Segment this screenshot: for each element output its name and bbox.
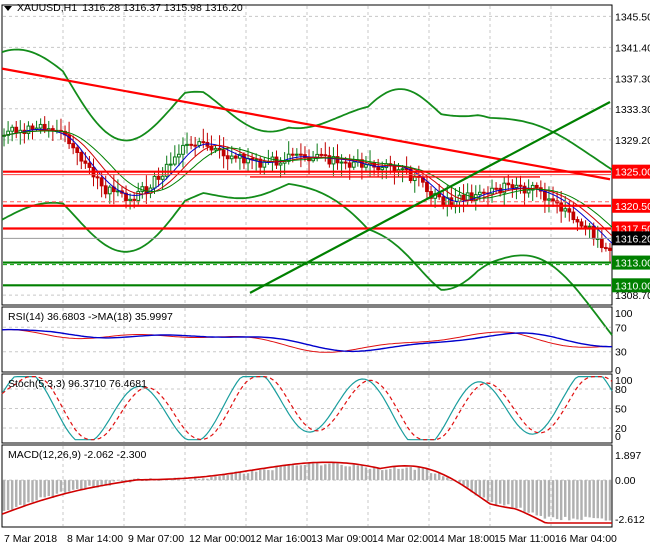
ascending-trendline <box>249 100 611 294</box>
price-tag-support <box>612 278 650 293</box>
stoch-k-line <box>1 376 613 441</box>
symbol-label: XAUUSD,H1 <box>17 1 78 14</box>
macd-axis-tick: -2.612 <box>615 514 645 526</box>
rsi-axis-tick: 70 <box>615 322 627 334</box>
symbol-header: XAUUSD,H1 1316.28 1316.37 1315.98 1316.2… <box>0 0 616 15</box>
ma-mid-line <box>1 129 613 237</box>
chevron-down-icon[interactable] <box>4 5 12 11</box>
price-tag-label: 1320.50 <box>615 201 650 213</box>
rsi-axis-tick: 30 <box>615 347 627 359</box>
descending-trendline <box>1 67 611 181</box>
price-axis-tick: 1337.30 <box>615 73 650 85</box>
price-tag-label: 1316.20 <box>615 233 650 245</box>
ma-slow-line <box>1 130 613 228</box>
time-axis-label: 14 Mar 02:00 <box>372 533 434 545</box>
stoch-label: Stoch(5,3,3) 96.3710 76.4681 <box>8 378 147 390</box>
price-axis-tick: 1329.20 <box>615 135 650 147</box>
price-axis-tick: 1333.30 <box>615 104 650 116</box>
time-axis-label: 7 Mar 2018 <box>4 533 57 545</box>
time-axis-label: 12 Mar 16:00 <box>250 533 312 545</box>
rsi-axis-tick: 0 <box>615 365 621 377</box>
time-axis-label: 8 Mar 14:00 <box>67 533 123 545</box>
time-axis-label: 12 Mar 00:00 <box>189 533 251 545</box>
time-axis-label: 15 Mar 11:00 <box>494 533 555 545</box>
rsi-ma-line <box>1 328 612 353</box>
rsi-label: RSI(14) 36.6803 ->MA(18) 35.9997 <box>8 311 173 323</box>
rsi-line <box>1 329 613 353</box>
price-tag-label: 1310.00 <box>615 280 650 292</box>
time-axis-label: 9 Mar 07:00 <box>128 533 184 545</box>
macd-axis-tick: 0.00 <box>615 475 636 487</box>
stoch-axis-tick: 0 <box>615 431 621 443</box>
stoch-axis-tick: 100 <box>615 375 633 387</box>
time-axis-label: 14 Mar 18:00 <box>433 533 495 545</box>
macd-histogram <box>2 462 612 521</box>
price-tag-support <box>612 255 650 270</box>
stoch-axis-tick: 80 <box>615 384 627 396</box>
price-tag-resistance <box>612 198 650 213</box>
time-axis-label: 16 Mar 04:00 <box>555 533 617 545</box>
price-tag-resistance <box>612 164 650 179</box>
time-axis-label: 13 Mar 09:00 <box>311 533 373 545</box>
price-level-tags: 1325.001320.501317.501316.201313.001310.… <box>612 164 650 293</box>
macd-signal-line <box>1 461 612 524</box>
stoch-axis-tick: 50 <box>615 404 627 416</box>
macd-axis-tick: 1.897 <box>615 450 641 462</box>
price-tag-label: 1325.00 <box>615 167 650 179</box>
price-axis-tick: 1341.40 <box>615 42 650 54</box>
price-tag-current <box>612 231 650 246</box>
rsi-axis-tick: 100 <box>615 308 633 320</box>
stoch-panel <box>1 373 613 444</box>
macd-label: MACD(12,26,9) -2.062 -2.300 <box>8 449 146 461</box>
stoch-axis-tick: 20 <box>615 423 627 435</box>
ohlc-values: 1316.28 1316.37 1315.98 1316.20 <box>82 1 243 14</box>
price-axis-tick: 1308.70 <box>615 290 650 302</box>
bollinger-upper-band <box>1 48 613 171</box>
bollinger-lower-band <box>1 182 613 336</box>
ma-fast-line <box>1 128 613 244</box>
price-tag-label: 1313.00 <box>615 258 650 270</box>
price-axis-tick: 1345.50 <box>615 11 650 23</box>
